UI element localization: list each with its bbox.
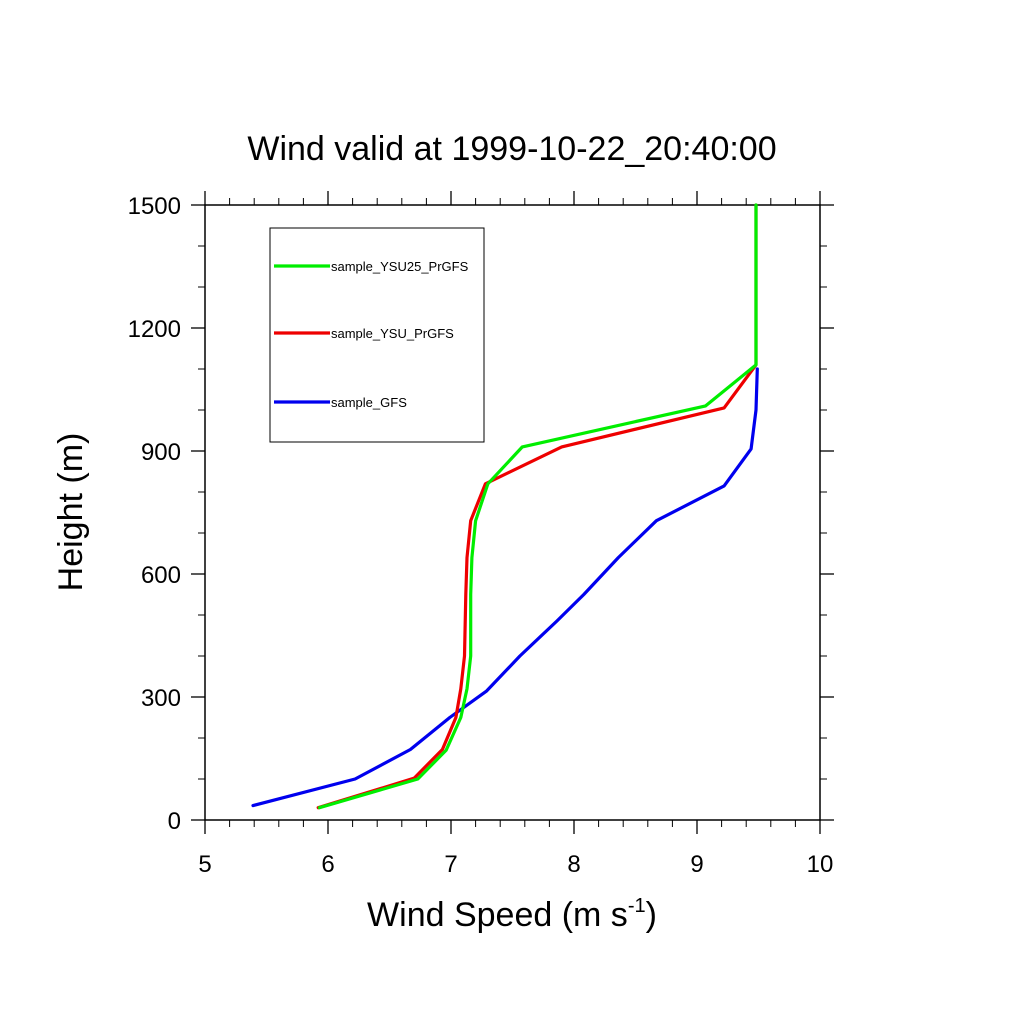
legend: sample_YSU25_PrGFS sample_YSU_PrGFSsample… xyxy=(274,259,469,410)
x-tick-label: 5 xyxy=(198,851,211,878)
x-axis-label: Wind Speed (m s-1) xyxy=(367,895,657,934)
x-tick-label: 6 xyxy=(321,851,334,878)
x-tick-label: 8 xyxy=(567,851,580,878)
legend-label: sample_YSU_PrGFS xyxy=(331,326,454,341)
y-tick-label: 1500 xyxy=(128,193,181,220)
x-axis-label-main: Wind Speed (m s xyxy=(367,896,628,934)
series-line-sample_YSU25_PrGFS xyxy=(317,203,758,810)
x-tick-label: 7 xyxy=(444,851,457,878)
y-tick-label: 0 xyxy=(168,808,181,835)
chart-title: Wind valid at 1999-10-22_20:40:00 xyxy=(247,130,776,168)
legend-label: sample_GFS xyxy=(331,395,407,410)
x-tick-label: 10 xyxy=(807,851,834,878)
y-tick-label: 300 xyxy=(141,685,181,712)
y-tick-label: 1200 xyxy=(128,316,181,343)
x-axis-label-close: ) xyxy=(646,896,657,934)
series-line-sample_GFS xyxy=(251,367,759,808)
y-tick-label: 900 xyxy=(141,439,181,466)
legend-label: sample_YSU25_PrGFS xyxy=(331,259,469,274)
x-axis-label-exponent: -1 xyxy=(628,895,646,917)
y-axis-label: Height (m) xyxy=(52,433,90,592)
plot-frame xyxy=(204,204,821,821)
x-tick-label: 9 xyxy=(690,851,703,878)
y-tick-label: 600 xyxy=(141,562,181,589)
legend-box xyxy=(269,227,485,443)
axis-ticks: 5 6 7 8 9 10 0 300 600 900 1200 1500 xyxy=(128,191,834,878)
series-lines xyxy=(251,203,759,810)
